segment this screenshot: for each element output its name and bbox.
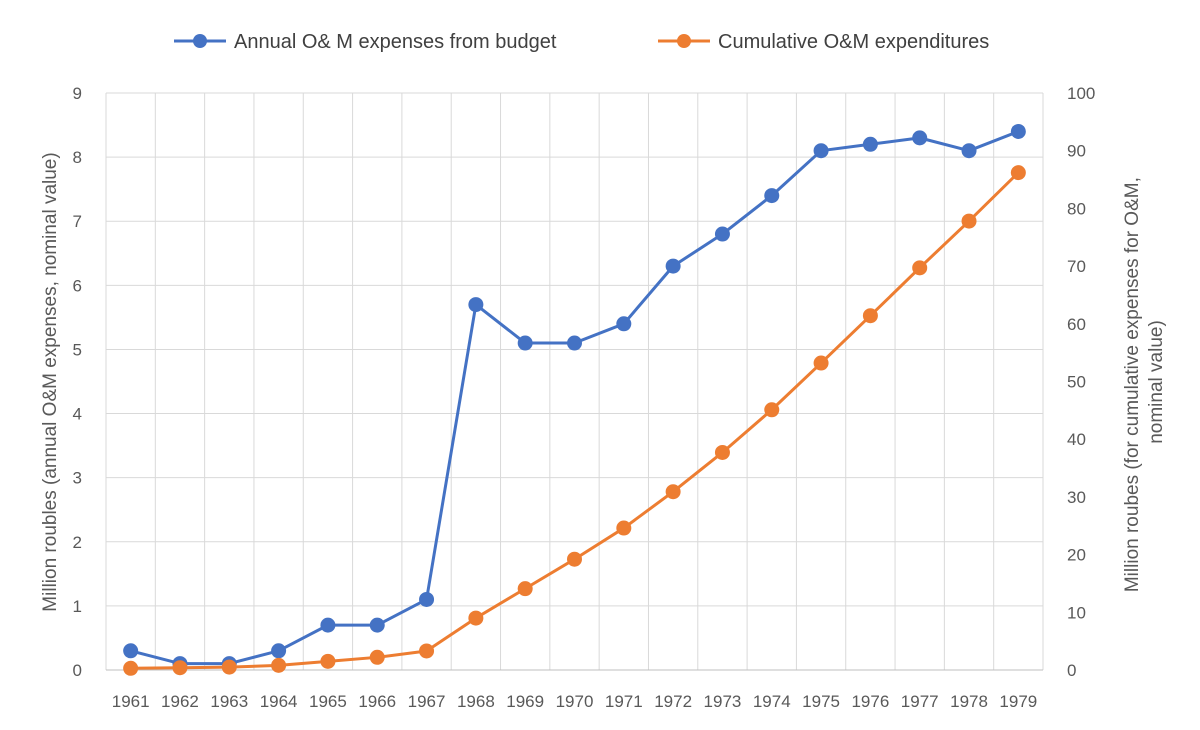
data-point	[123, 660, 139, 676]
series-annual	[123, 123, 1026, 672]
x-tick-label: 1970	[556, 692, 594, 711]
legend-label-cumulative: Cumulative O&M expenditures	[718, 31, 989, 53]
data-point	[862, 308, 878, 324]
x-tick-label: 1977	[901, 692, 939, 711]
y-left-tick-label: 9	[73, 84, 82, 103]
y-right-tick-label: 100	[1067, 84, 1095, 103]
y-left-tick-label: 2	[73, 533, 82, 552]
y-right-tick-label: 40	[1067, 430, 1086, 449]
y-left-tick-label: 8	[73, 148, 82, 167]
data-point	[369, 649, 385, 665]
data-point	[419, 591, 435, 607]
data-point	[714, 226, 730, 242]
y-axis-left-title: Million roubles (annual O&M expenses, no…	[40, 152, 61, 611]
series-layer	[123, 123, 1026, 676]
data-point	[764, 188, 780, 204]
data-point	[912, 260, 928, 276]
y-left-tick-label: 5	[73, 340, 82, 359]
x-tick-label: 1963	[210, 692, 248, 711]
data-point	[172, 660, 188, 676]
legend-label-annual: Annual O& M expenses from budget	[234, 31, 557, 53]
gridlines	[105, 92, 1044, 671]
y-left-tick-label: 7	[73, 212, 82, 231]
y-axis-right-title: Million roubes (for cumulative expenses …	[1122, 172, 1167, 592]
data-point	[320, 653, 336, 669]
x-tick-label: 1968	[457, 692, 495, 711]
data-point	[961, 143, 977, 159]
x-tick-label: 1976	[851, 692, 889, 711]
y-right-tick-label: 80	[1067, 199, 1086, 218]
data-point	[221, 659, 237, 675]
legend-item-cumulative: Cumulative O&M expenditures	[658, 31, 989, 53]
data-point	[419, 643, 435, 659]
legend: Annual O& M expenses from budget Cumulat…	[174, 31, 989, 53]
y-right-tick-label: 10	[1067, 603, 1086, 622]
x-tick-label: 1965	[309, 692, 347, 711]
y-left-tick-label: 4	[73, 405, 82, 424]
data-point	[912, 130, 928, 146]
data-point	[468, 610, 484, 626]
data-point	[961, 213, 977, 229]
data-point	[567, 335, 582, 351]
data-point	[665, 258, 681, 274]
x-tick-label: 1967	[408, 692, 446, 711]
x-tick-label: 1969	[506, 692, 544, 711]
data-point	[1010, 165, 1026, 181]
legend-marker-cumulative	[677, 34, 691, 48]
x-tick-label: 1978	[950, 692, 988, 711]
y-right-tick-label: 50	[1067, 373, 1086, 392]
data-point	[271, 657, 287, 673]
legend-marker-annual	[193, 34, 207, 48]
x-tick-label: 1971	[605, 692, 643, 711]
data-point	[369, 617, 385, 633]
y-left-tick-label: 3	[73, 469, 82, 488]
series-cumulative	[123, 165, 1026, 676]
x-tick-label: 1979	[999, 692, 1037, 711]
series-line	[130, 130, 1019, 666]
y-left-tick-label: 0	[73, 661, 82, 680]
data-point	[616, 316, 632, 332]
y-left-tick-label: 1	[73, 597, 82, 616]
data-point	[714, 444, 730, 460]
data-point	[862, 136, 878, 152]
x-tick-label: 1961	[112, 692, 150, 711]
y-axis-right-title-line-2: nominal value)	[1146, 320, 1167, 444]
y-axis-right-title-line-1: Million roubes (for cumulative expenses …	[1122, 177, 1143, 592]
x-tick-label: 1962	[161, 692, 199, 711]
data-point	[665, 484, 681, 500]
x-tick-label: 1972	[654, 692, 692, 711]
data-point	[616, 520, 632, 536]
data-point	[468, 297, 484, 313]
data-point	[1010, 123, 1026, 139]
y-left-tick-label: 6	[73, 276, 82, 295]
series-line	[130, 171, 1020, 670]
y-right-tick-label: 90	[1067, 142, 1086, 161]
x-tick-label: 1966	[358, 692, 396, 711]
y-right-tick-label: 30	[1067, 488, 1086, 507]
x-tick-label: 1974	[753, 692, 791, 711]
y-right-tick-label: 60	[1067, 315, 1086, 334]
y-right-tick-label: 0	[1067, 661, 1076, 680]
data-point	[764, 402, 780, 418]
data-point	[271, 643, 287, 659]
data-point	[517, 581, 533, 597]
x-tick-label: 1975	[802, 692, 840, 711]
y-right-tick-label: 70	[1067, 257, 1086, 276]
data-point	[813, 355, 829, 371]
data-point	[813, 143, 829, 159]
legend-item-annual: Annual O& M expenses from budget	[174, 31, 557, 53]
data-point	[123, 643, 139, 659]
data-point	[517, 335, 533, 351]
data-point	[320, 617, 336, 633]
x-tick-label: 1973	[704, 692, 742, 711]
data-point	[567, 551, 582, 567]
x-tick-label: 1964	[260, 692, 298, 711]
y-right-tick-label: 20	[1067, 546, 1086, 565]
